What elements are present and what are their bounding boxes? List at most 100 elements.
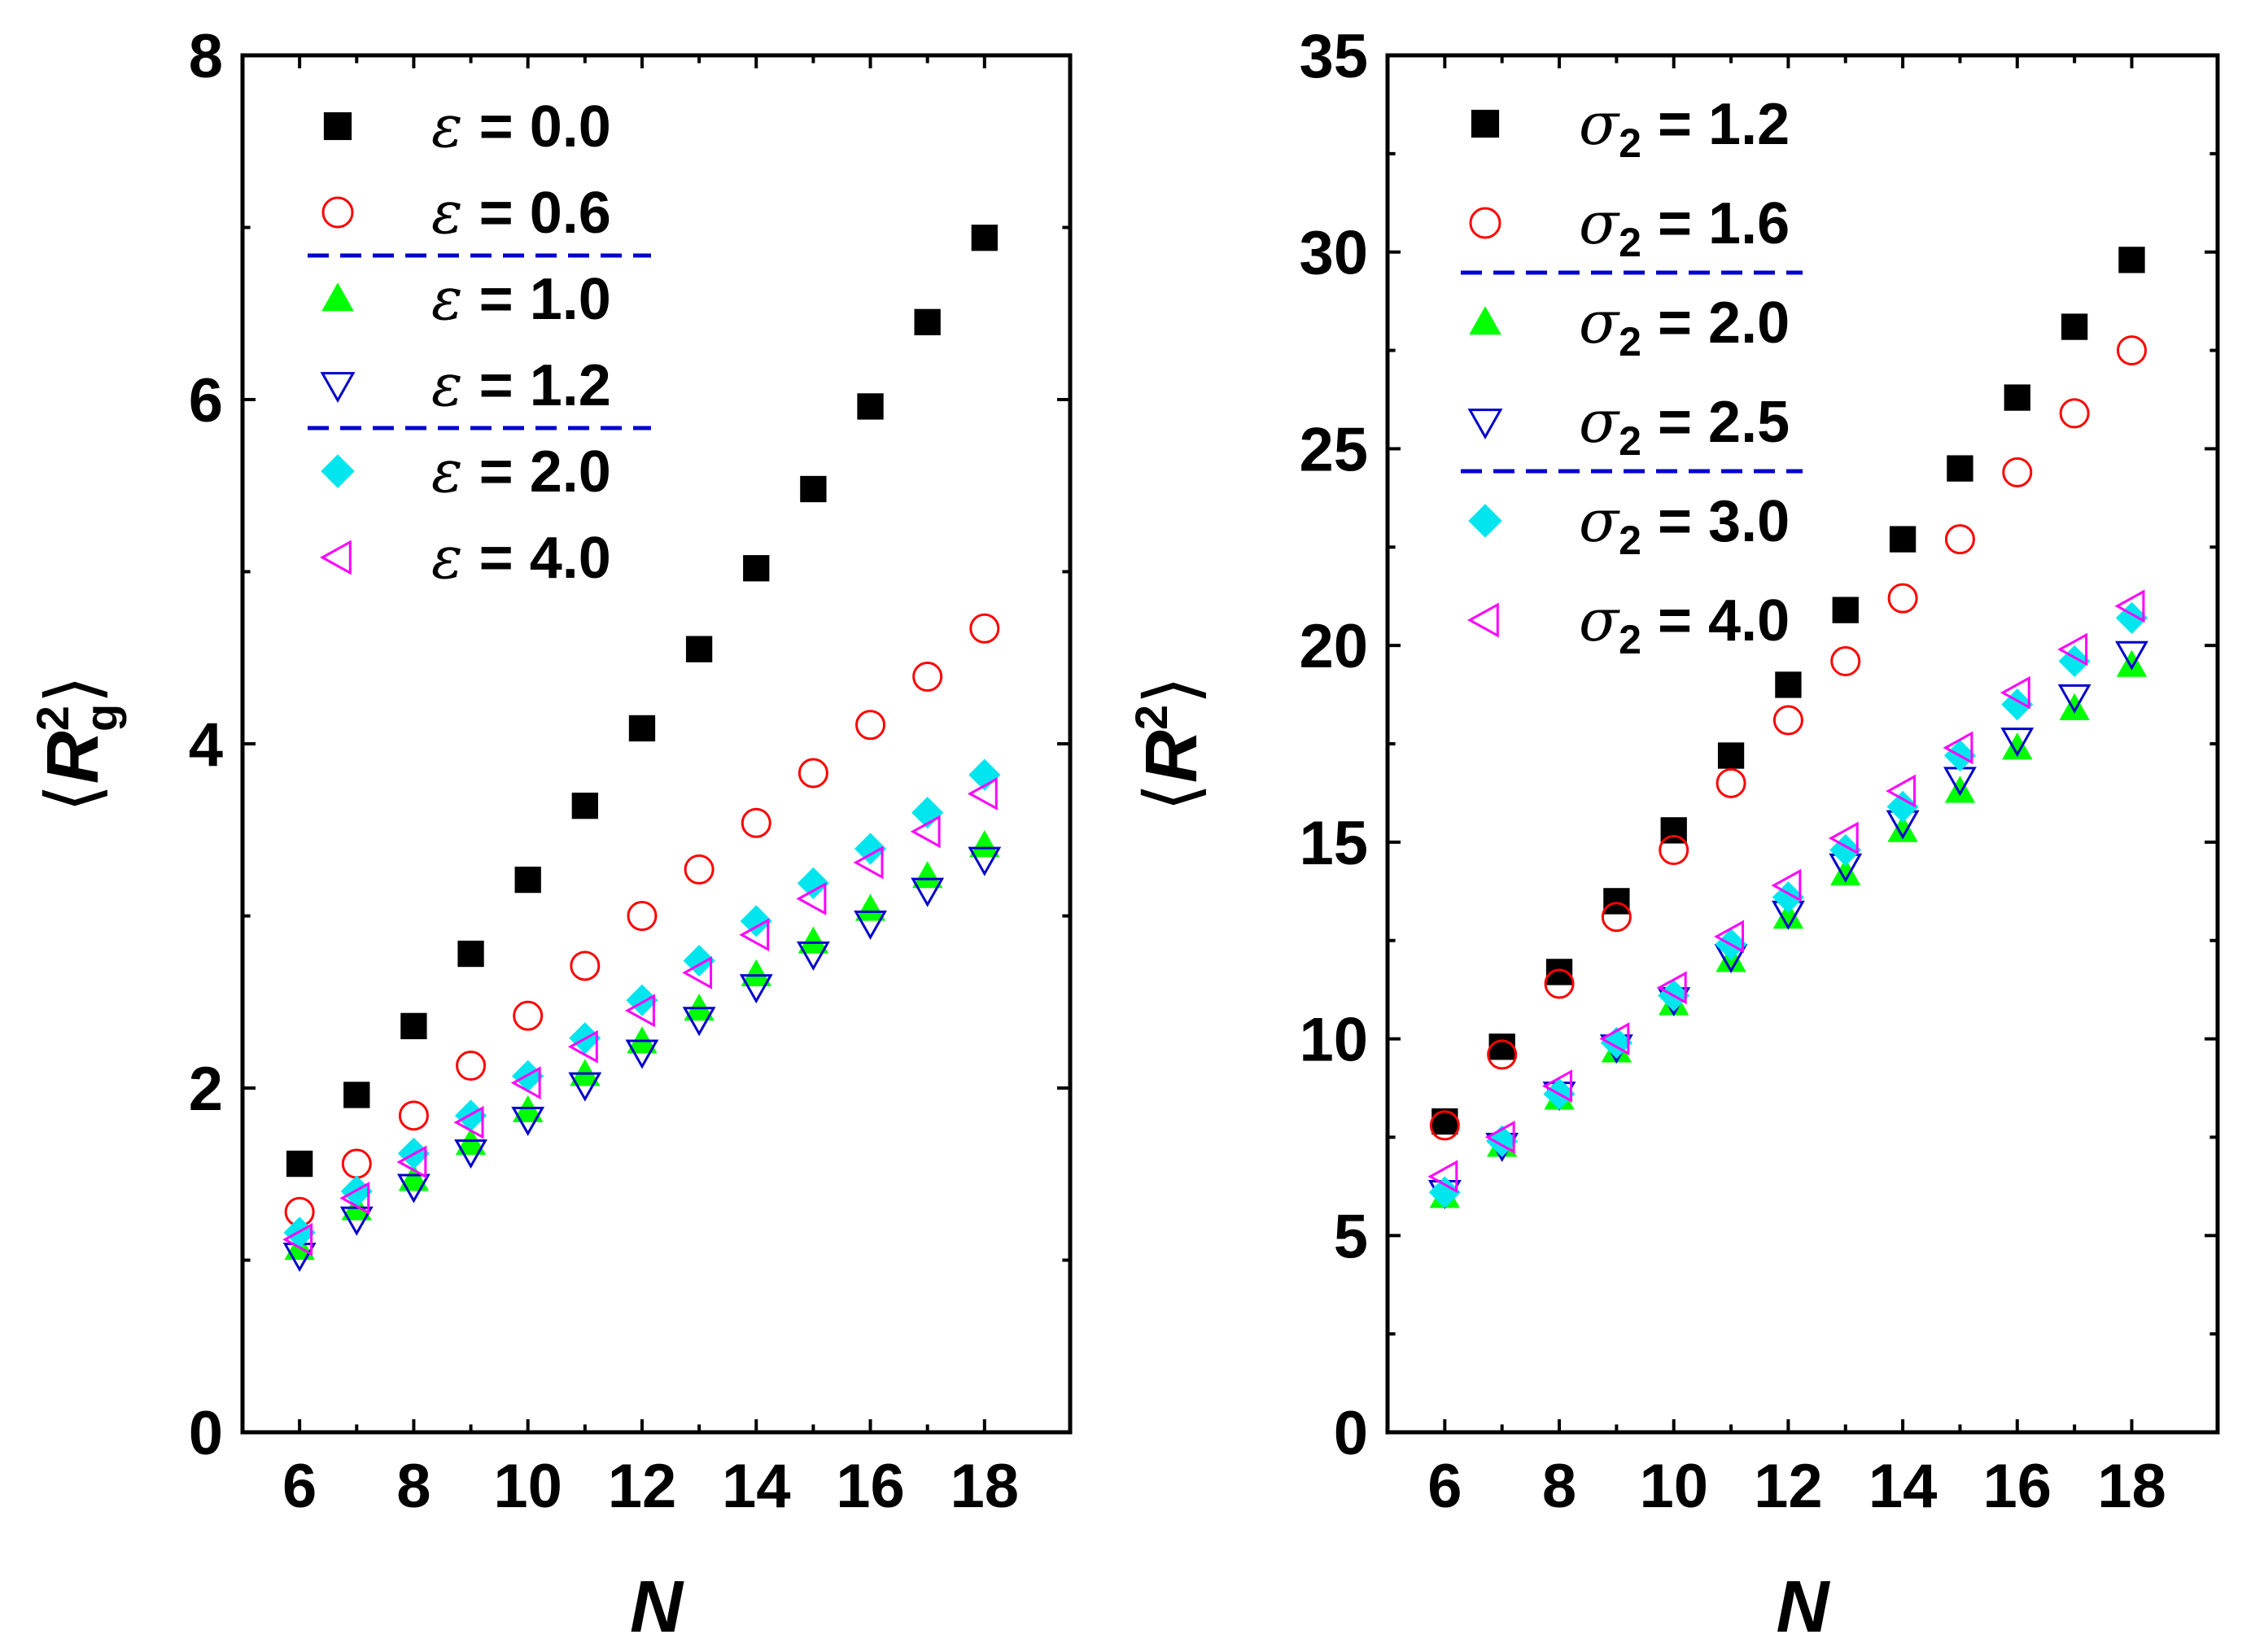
legend-label: ε = 2.0 (431, 437, 611, 505)
data-point (1717, 742, 1745, 769)
legend-marker (319, 540, 352, 575)
legend-label: ε = 4.0 (431, 523, 611, 592)
data-point (743, 555, 770, 582)
data-point (400, 1012, 427, 1040)
x-tick-label: 18 (951, 1452, 1020, 1521)
data-point (1772, 902, 1804, 929)
data-point (798, 926, 829, 954)
x-tick-label: 16 (1983, 1452, 2052, 1521)
data-point (398, 1100, 429, 1131)
data-point (911, 861, 943, 889)
y-tick-label: 15 (1299, 809, 1368, 878)
data-point (1715, 767, 1746, 798)
y-axis-title: ⟨R2⟩ (1125, 676, 1214, 811)
data-point (971, 225, 998, 251)
x-tick-label: 16 (836, 1452, 905, 1521)
data-point (1887, 815, 1918, 842)
data-point (741, 807, 771, 838)
data-point (456, 1051, 487, 1082)
data-point (1889, 526, 1917, 553)
data-point (339, 1206, 374, 1236)
data-point (740, 905, 772, 937)
data-point (968, 758, 1001, 791)
data-point (1775, 671, 1802, 698)
x-tick-label: 6 (282, 1452, 317, 1521)
legend-label: σ2 = 3.0 (1579, 487, 1790, 563)
data-point (627, 901, 658, 931)
data-point (341, 1148, 372, 1179)
data-point (1484, 1121, 1515, 1154)
data-point (625, 1039, 659, 1069)
legend-marker (323, 111, 352, 141)
data-point (682, 1007, 716, 1037)
data-point (1427, 1160, 1458, 1194)
chart-left-panel: 6 8 10 12 14 16 18 0 2 4 6 8 N ⟨R2g⟩ ε = 0.0 ε = 0.6 ε =… (27, 22, 1073, 1648)
data-point (625, 994, 655, 1028)
data-point (854, 833, 887, 865)
data-point (1488, 1034, 1515, 1060)
data-point (567, 1029, 598, 1064)
data-point (1830, 645, 1861, 676)
data-point (2000, 728, 2035, 758)
data-point (454, 1139, 487, 1169)
x-tick-label: 10 (493, 1452, 562, 1521)
data-point (1887, 583, 1918, 614)
data-point (511, 1106, 545, 1136)
data-point (741, 959, 771, 986)
data-point (513, 1000, 544, 1031)
data-point (1832, 597, 1859, 623)
data-point (2002, 457, 2033, 487)
data-point (457, 940, 484, 968)
legend-label: σ2 = 1.2 (1579, 90, 1790, 166)
data-point (570, 951, 601, 981)
data-point (514, 866, 541, 894)
y-tick-label: 5 (1334, 1202, 1368, 1271)
data-point (1544, 968, 1575, 999)
data-point (1601, 902, 1632, 933)
y-tick-label: 2 (189, 1055, 223, 1124)
data-point (343, 1082, 370, 1108)
legend-marker (321, 196, 354, 229)
series-4 (282, 846, 1002, 1273)
legend-label: σ2 = 2.0 (1579, 288, 1790, 365)
data-point (684, 854, 715, 885)
data-point (1487, 1039, 1518, 1070)
data-point (1830, 858, 1861, 885)
y-tick-label: 25 (1299, 415, 1368, 484)
data-point (2000, 675, 2030, 710)
data-point (2115, 601, 2148, 634)
data-point (2001, 688, 2034, 721)
y-tick-label: 35 (1299, 22, 1368, 91)
data-point (1429, 1110, 1460, 1141)
data-point (968, 846, 1002, 876)
data-point (857, 393, 884, 420)
data-point (453, 1105, 484, 1139)
data-point (2114, 589, 2145, 623)
data-point (1943, 731, 1973, 765)
y-tick-label: 20 (1299, 612, 1368, 681)
data-point (1828, 821, 1859, 855)
x-tick-label: 18 (2097, 1452, 2166, 1521)
x-tick-label: 6 (1427, 1452, 1462, 1521)
series-2 (284, 613, 1000, 1227)
data-point (510, 1066, 541, 1100)
y-axis-title: ⟨R2g⟩ (27, 675, 127, 813)
y-tick-label: 30 (1299, 219, 1368, 288)
y-tick-label: 8 (189, 22, 223, 91)
y-tick-label: 0 (1334, 1399, 1368, 1468)
series-6 (282, 776, 998, 1256)
data-point (855, 710, 886, 741)
data-point (2059, 398, 2090, 429)
legend-label: ε = 1.0 (431, 264, 611, 333)
data-point (969, 830, 1000, 858)
data-point (396, 1145, 427, 1179)
data-point (912, 662, 943, 693)
y-tick-label: 0 (189, 1399, 223, 1468)
data-point (1944, 776, 1976, 803)
data-point (796, 941, 830, 971)
data-point (2116, 649, 2148, 677)
data-point (398, 1164, 430, 1191)
series-1 (286, 225, 998, 1178)
x-tick-label: 8 (1542, 1452, 1576, 1521)
series-3 (284, 830, 1000, 1261)
